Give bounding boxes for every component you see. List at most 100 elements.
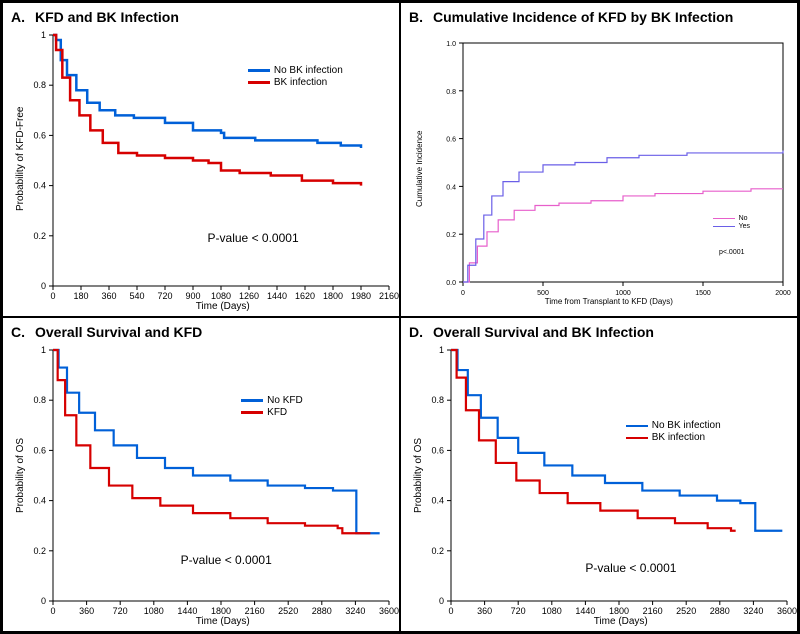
legend-swatch [241,411,263,414]
svg-text:1800: 1800 [211,606,231,616]
svg-text:0.2: 0.2 [431,546,444,556]
panel-a-ylabel: Probability of KFD-Free [15,107,26,211]
figure-grid: A. KFD and BK Infection 0180360540720900… [0,0,800,634]
svg-text:2880: 2880 [312,606,332,616]
svg-text:1980: 1980 [351,291,371,301]
svg-text:2160: 2160 [379,291,399,301]
panel-a-legend: No BK infectionBK infection [248,65,343,89]
svg-text:2520: 2520 [676,606,696,616]
panel-b-legend: NoYes [713,215,750,231]
legend-label: BK infection [274,77,327,88]
panel-c-pvalue: P-value < 0.0001 [181,553,272,567]
panel-b-ylabel: Cumulative Incidence [415,130,424,206]
svg-text:0.8: 0.8 [33,80,46,90]
panel-c-legend: No KFDKFD [241,395,303,419]
legend-item: No KFD [241,395,303,406]
svg-text:0.6: 0.6 [431,445,444,455]
series-no-kfd [53,350,380,533]
svg-text:1: 1 [41,30,46,40]
svg-text:3240: 3240 [743,606,763,616]
svg-text:0.0: 0.0 [446,280,456,287]
panel-a-pvalue: P-value < 0.0001 [208,231,299,245]
svg-text:1: 1 [439,345,444,355]
svg-text:0.2: 0.2 [33,546,46,556]
svg-text:900: 900 [185,291,200,301]
svg-text:360: 360 [477,606,492,616]
legend-swatch [241,399,263,402]
svg-text:3600: 3600 [379,606,399,616]
svg-text:720: 720 [511,606,526,616]
svg-text:0.8: 0.8 [33,395,46,405]
svg-text:1: 1 [41,345,46,355]
svg-text:1620: 1620 [295,291,315,301]
panel-d-plot: 0360720108014401800216025202880324036000… [401,318,797,631]
panel-c-ylabel: Probability of OS [15,438,26,513]
svg-text:0: 0 [41,281,46,291]
svg-text:180: 180 [73,291,88,301]
svg-text:2160: 2160 [643,606,663,616]
svg-text:360: 360 [79,606,94,616]
svg-text:3600: 3600 [777,606,797,616]
svg-text:1080: 1080 [542,606,562,616]
panel-a: A. KFD and BK Infection 0180360540720900… [2,2,400,317]
legend-swatch [713,226,735,228]
legend-item: No BK infection [248,65,343,76]
svg-text:0.6: 0.6 [446,137,456,144]
svg-text:0: 0 [448,606,453,616]
svg-text:1.0: 1.0 [446,41,456,48]
svg-text:1500: 1500 [695,290,711,297]
svg-text:0.6: 0.6 [33,130,46,140]
legend-swatch [713,218,735,220]
svg-text:0: 0 [41,596,46,606]
svg-text:0.4: 0.4 [446,184,456,191]
svg-text:0.2: 0.2 [446,232,456,239]
svg-text:0: 0 [50,606,55,616]
svg-text:0.4: 0.4 [33,496,46,506]
panel-d-ylabel: Probability of OS [413,438,424,513]
svg-text:2160: 2160 [245,606,265,616]
panel-d-pvalue: P-value < 0.0001 [585,561,676,575]
panel-d: D. Overall Survival and BK Infection 036… [400,317,798,632]
panel-b-pvalue: p<.0001 [719,249,745,256]
legend-label: No BK infection [652,420,721,431]
svg-text:540: 540 [129,291,144,301]
series-kfd [53,350,370,533]
svg-text:2520: 2520 [278,606,298,616]
legend-label: Yes [739,223,750,230]
legend-label: No [739,215,748,222]
svg-text:3240: 3240 [345,606,365,616]
panel-b-xlabel: Time from Transplant to KFD (Days) [545,297,673,306]
panel-a-xlabel: Time (Days) [196,301,250,312]
svg-text:0.6: 0.6 [33,445,46,455]
svg-text:1000: 1000 [615,290,631,297]
svg-text:1080: 1080 [144,606,164,616]
legend-label: No BK infection [274,65,343,76]
legend-swatch [248,69,270,72]
legend-item: Yes [713,223,750,230]
legend-swatch [248,81,270,84]
svg-text:0.4: 0.4 [33,181,46,191]
svg-text:500: 500 [537,290,549,297]
svg-text:1080: 1080 [211,291,231,301]
svg-text:2000: 2000 [775,290,791,297]
legend-label: BK infection [652,432,705,443]
legend-item: No [713,215,750,222]
legend-swatch [626,425,648,428]
svg-text:0: 0 [50,291,55,301]
panel-b-plot: 05001000150020000.00.20.40.60.81.0 [401,3,797,316]
svg-text:360: 360 [101,291,116,301]
series-no [463,189,783,282]
panel-d-legend: No BK infectionBK infection [626,420,721,444]
panel-d-xlabel: Time (Days) [594,616,648,627]
svg-text:0: 0 [439,596,444,606]
svg-text:1440: 1440 [267,291,287,301]
svg-text:0.4: 0.4 [431,496,444,506]
legend-item: No BK infection [626,420,721,431]
svg-text:1800: 1800 [323,291,343,301]
panel-c: C. Overall Survival and KFD 036072010801… [2,317,400,632]
panel-a-plot: 0180360540720900108012601440162018001980… [3,3,399,316]
panel-b: B. Cumulative Incidence of KFD by BK Inf… [400,2,798,317]
svg-text:0.8: 0.8 [431,395,444,405]
legend-label: KFD [267,407,287,418]
panel-c-xlabel: Time (Days) [196,616,250,627]
